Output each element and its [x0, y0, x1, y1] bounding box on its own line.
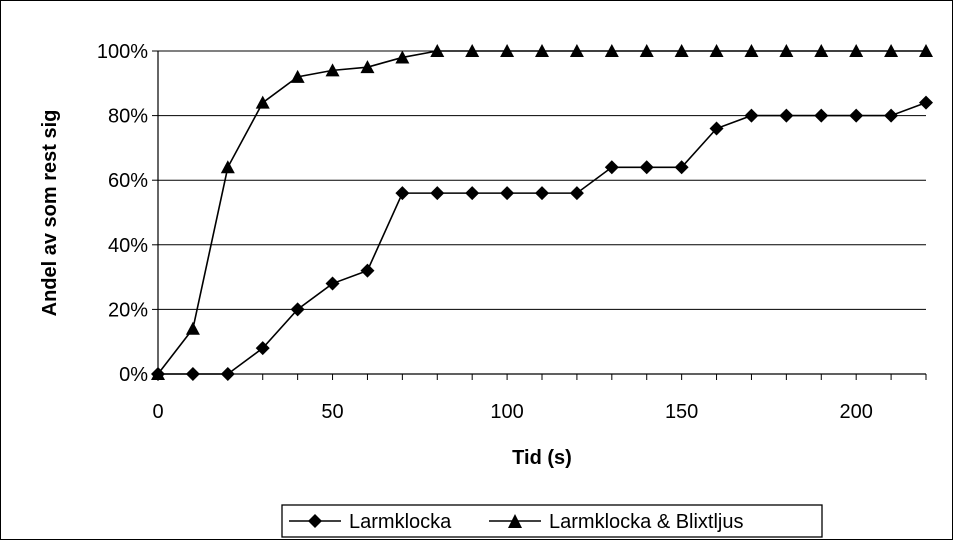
- x-axis-title: Tid (s): [512, 447, 572, 469]
- y-tick-label: 80%: [108, 106, 148, 128]
- data-point-triangle: [639, 44, 654, 57]
- legend-diamond-marker: [308, 514, 322, 528]
- y-tick-label: 20%: [108, 299, 148, 321]
- x-tick-label: 200: [839, 401, 872, 423]
- data-point-triangle: [919, 44, 933, 57]
- data-point-triangle: [604, 44, 619, 57]
- data-point-triangle: [814, 44, 829, 57]
- data-point-diamond: [430, 186, 445, 201]
- data-point-diamond: [709, 121, 724, 136]
- data-point-triangle: [884, 44, 899, 57]
- data-point-diamond: [395, 186, 410, 201]
- x-tick-label: 50: [321, 401, 343, 423]
- data-point-diamond: [500, 186, 515, 201]
- data-point-diamond: [744, 108, 759, 123]
- data-point-triangle: [220, 160, 235, 174]
- legend-box: [281, 504, 823, 538]
- data-point-diamond: [919, 95, 933, 110]
- data-point-triangle: [709, 44, 724, 57]
- series-line: [158, 101, 927, 375]
- data-point-diamond: [325, 276, 340, 291]
- data-point-triangle: [569, 44, 584, 57]
- x-tick-label: 150: [665, 401, 698, 423]
- data-point-triangle: [185, 321, 200, 335]
- x-tick-label: 0: [152, 401, 163, 423]
- series-larmklocka: [151, 95, 933, 381]
- legend-triangle-marker: [508, 514, 522, 528]
- y-tick-label: 60%: [108, 170, 148, 192]
- series-line: [157, 50, 926, 375]
- data-point-triangle: [465, 44, 480, 57]
- data-point-triangle: [779, 44, 794, 57]
- data-point-diamond: [674, 160, 689, 175]
- legend: Larmklocka Larmklocka & Blixtljus: [281, 504, 823, 538]
- data-point-triangle: [500, 44, 515, 57]
- data-point-triangle: [290, 69, 305, 83]
- data-point-diamond: [639, 160, 654, 175]
- data-point-diamond: [884, 108, 899, 123]
- data-point-triangle: [395, 50, 410, 64]
- tick-labels: 0% 20% 40% 60% 80% 100% 0 50 100 150 200: [97, 41, 873, 423]
- data-point-diamond: [290, 302, 305, 317]
- data-point-triangle: [255, 95, 270, 109]
- x-tick-label: 100: [490, 401, 523, 423]
- y-axis-title: Andel av som rest sig: [39, 110, 61, 317]
- legend-item-larmklocka: Larmklocka: [289, 511, 452, 533]
- data-point-triangle: [849, 44, 864, 57]
- data-point-diamond: [604, 160, 619, 175]
- data-point-triangle: [535, 44, 549, 57]
- data-point-triangle: [674, 44, 689, 57]
- data-point-diamond: [220, 367, 235, 381]
- data-point-diamond: [465, 186, 480, 201]
- legend-item-larmklocka-blixtljus: Larmklocka & Blixtljus: [489, 511, 744, 533]
- data-point-diamond: [535, 186, 549, 201]
- data-point-diamond: [185, 367, 200, 381]
- data-point-diamond: [779, 108, 794, 123]
- data-point-triangle: [360, 60, 375, 74]
- axes: [152, 50, 927, 380]
- data-point-diamond: [569, 186, 584, 201]
- y-tick-label: 40%: [108, 235, 148, 257]
- legend-label-larmklocka-blixtljus: Larmklocka & Blixtljus: [549, 511, 744, 533]
- data-point-triangle: [325, 63, 340, 77]
- data-point-triangle: [744, 44, 759, 57]
- data-point-diamond: [360, 263, 375, 278]
- data-point-diamond: [255, 341, 270, 356]
- y-tick-label: 0%: [119, 364, 148, 386]
- data-point-diamond: [849, 108, 864, 123]
- series-larmklocka-blixtljus: [151, 44, 933, 380]
- data-point-triangle: [151, 367, 165, 380]
- y-tick-label: 100%: [97, 41, 148, 63]
- legend-label-larmklocka: Larmklocka: [349, 511, 452, 533]
- data-point-diamond: [814, 108, 829, 123]
- series-group: [151, 44, 933, 381]
- data-point-triangle: [430, 44, 445, 57]
- gridlines: [158, 50, 926, 310]
